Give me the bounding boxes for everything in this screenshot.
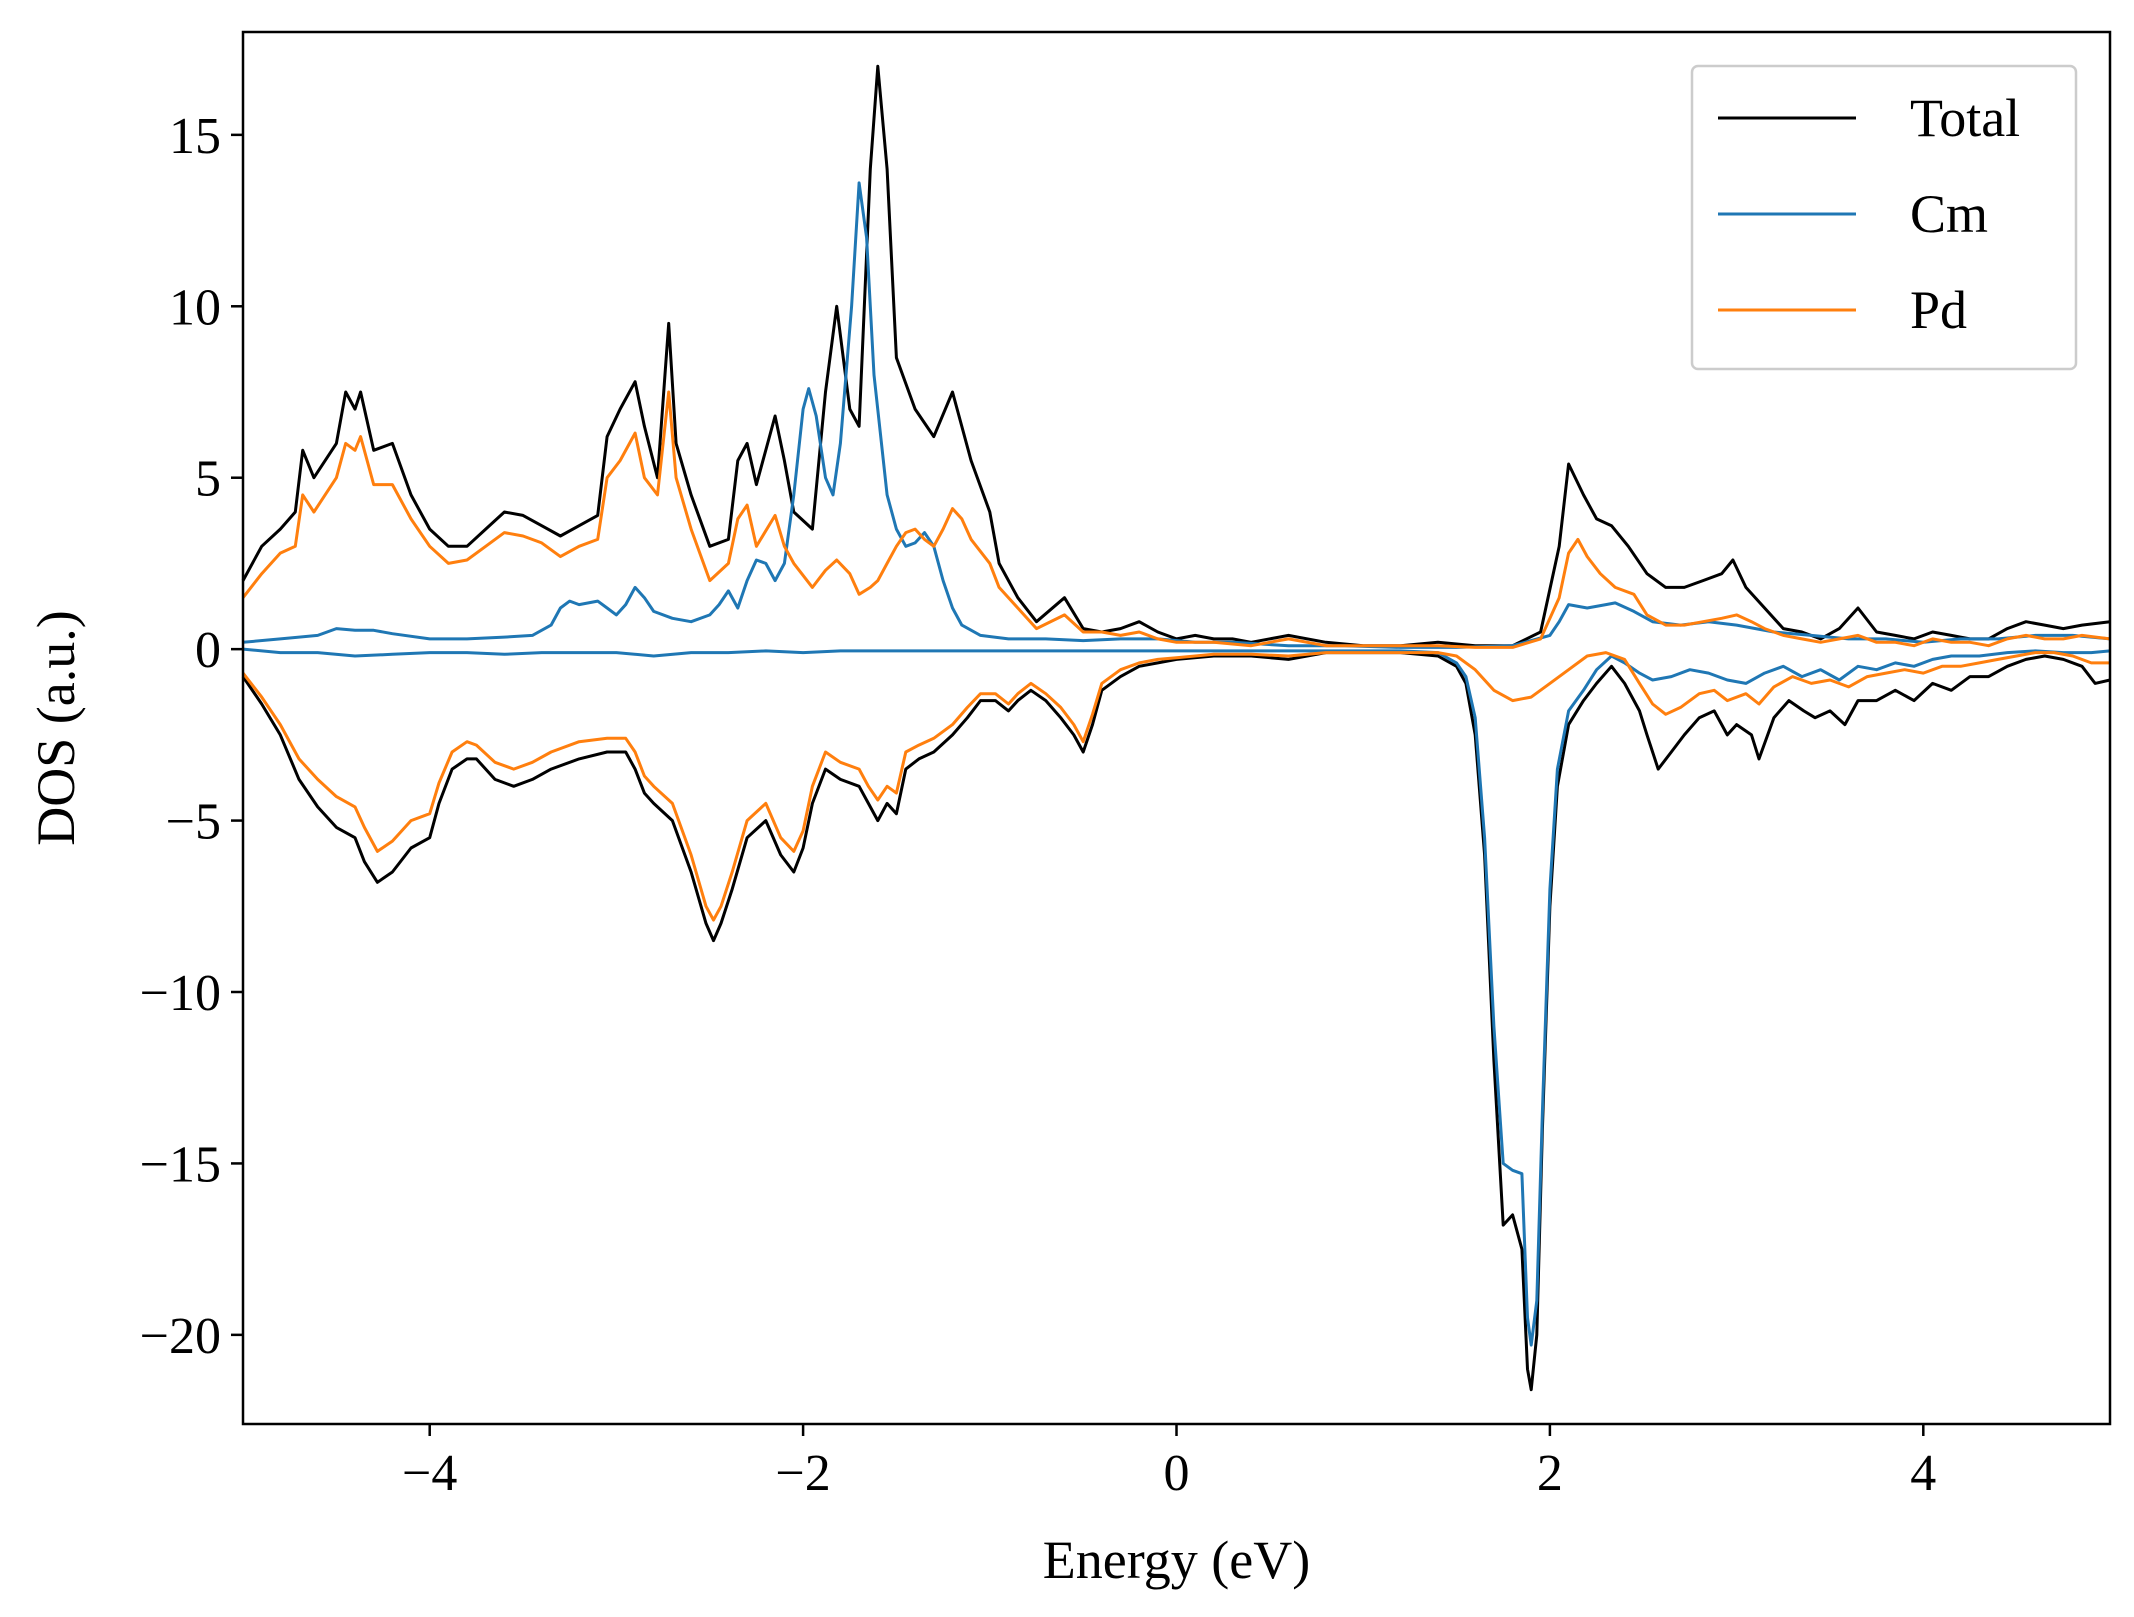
legend-label-cm: Cm — [1910, 184, 1988, 244]
series-line-cm-spin-down — [242, 647, 2111, 1347]
x-tick-label: 4 — [1910, 1445, 1936, 1502]
y-tick-label: 10 — [169, 279, 221, 336]
y-tick-label: 15 — [169, 108, 221, 165]
y-tick-label: −10 — [140, 965, 221, 1022]
legend-label-pd: Pd — [1910, 280, 1967, 340]
y-axis-label: DOS (a.u.) — [26, 610, 86, 845]
y-tick-label: −5 — [166, 794, 221, 851]
y-tick-label: 0 — [195, 622, 221, 679]
plot-frame — [241, 30, 2112, 1426]
series-lines — [241, 64, 2111, 1392]
y-tick-label: −20 — [140, 1308, 221, 1365]
y-tick-label: 5 — [195, 451, 221, 508]
series-line-pd-spin-down — [241, 651, 2110, 922]
series-line-total-spin-up — [241, 64, 2111, 648]
x-tick-label: 0 — [1164, 1445, 1190, 1502]
x-tick-label: −2 — [775, 1445, 830, 1502]
legend-box — [1690, 64, 2078, 371]
x-tick-label: −4 — [402, 1445, 457, 1502]
y-tick-label: −15 — [140, 1136, 221, 1193]
series-line-pd-spin-up — [241, 390, 2111, 649]
series-line-total-spin-down — [241, 651, 2111, 1392]
x-tick-label: 2 — [1537, 1445, 1563, 1502]
legend-label-total: Total — [1910, 88, 2020, 148]
x-axis-label: Energy (eV) — [1043, 1530, 1310, 1590]
legend: Total Cm Pd — [1690, 64, 2078, 371]
series-line-cm-spin-up — [242, 181, 2111, 649]
